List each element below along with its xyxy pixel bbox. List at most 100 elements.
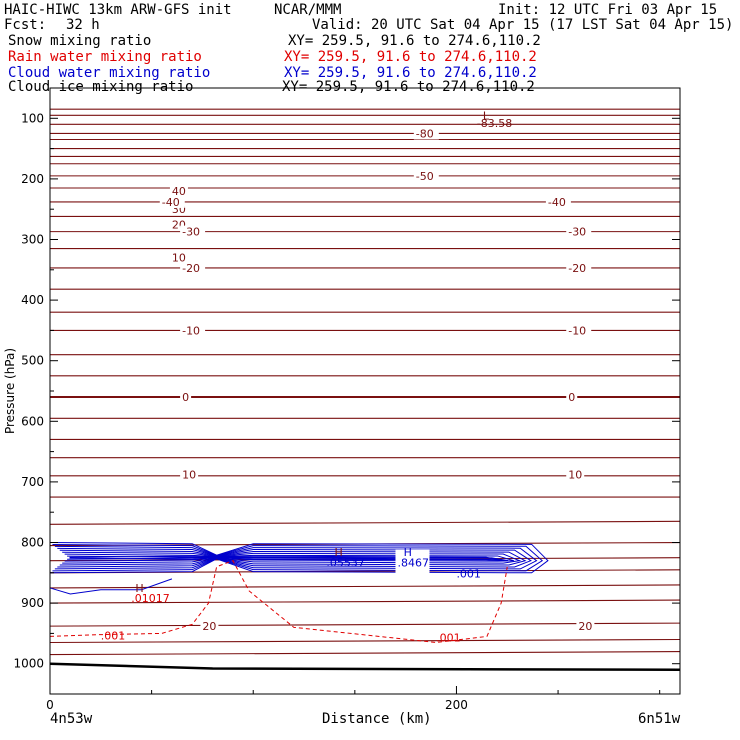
cloud-water-contour: [52, 543, 544, 572]
low-value: -83.58: [477, 117, 512, 130]
temperature-label: -10: [568, 324, 586, 337]
temperature-label-bg: [180, 468, 199, 481]
temperature-label: 0: [182, 391, 189, 404]
temperature-contour-line: [49, 622, 681, 627]
temperature-contour-line: [49, 584, 681, 589]
temperature-contour-line: [49, 599, 681, 604]
temperature-label: -40: [548, 196, 566, 209]
temperature-label-bg: [200, 620, 219, 633]
temperature-label: 10: [182, 469, 196, 482]
temperature-label: 20: [202, 620, 216, 633]
temperature-label: -10: [182, 324, 200, 337]
low-marker: L: [483, 110, 490, 123]
cloud-water-contour: [62, 551, 522, 564]
temperature-label-bg: [180, 391, 192, 404]
temperature-label: 20: [578, 620, 592, 633]
org-label: NCAR/MMM: [274, 2, 342, 18]
y-tick-label: 1000: [13, 657, 44, 671]
y-tick-label: 700: [21, 475, 44, 489]
cloud-water-contour: [59, 549, 527, 566]
y-tick-label: 600: [21, 414, 44, 428]
temperature-contour-line: [49, 651, 681, 656]
cloud-max-value: .8467: [398, 557, 430, 570]
field-cloudwater-name: Cloud water mixing ratio: [8, 65, 211, 81]
x-axis-label: Distance (km): [322, 711, 432, 727]
rain-water-contour: [49, 560, 508, 643]
temperature-label-bg: [566, 324, 592, 337]
x-tick-label: 0: [46, 698, 54, 712]
fcst-label: Fcst:: [4, 17, 47, 33]
field-rain-name: Rain water mixing ratio: [8, 49, 202, 65]
rain-max-marker: H: [135, 582, 143, 595]
rain-water-contours: [49, 560, 508, 643]
surface-line: [49, 662, 681, 672]
temperature-label-bg: [566, 225, 592, 238]
y-tick-label: 800: [21, 536, 44, 550]
temperature-label-bg: [169, 185, 188, 198]
temperature-label: 10: [568, 469, 582, 482]
cloud-water-contour: [54, 545, 538, 570]
temperature-label: 40: [172, 185, 186, 198]
temperature-label-bg: [566, 468, 585, 481]
right-endpoint: 6n51w: [638, 711, 681, 727]
rain-edge-label: .001: [101, 629, 126, 642]
field-rain-xy: XY= 259.5, 91.6 to 274.6,110.2: [284, 49, 537, 65]
temperature-label: 10: [172, 252, 186, 265]
temperature-label-bg: [180, 261, 206, 274]
fcst-value: 32 h: [66, 17, 100, 33]
field-ice-name: Cloud ice mixing ratio: [8, 79, 194, 95]
y-tick-label: 400: [21, 293, 44, 307]
temperature-label-bg: [545, 195, 571, 208]
cloud-water-contour: [57, 547, 532, 568]
temperature-contour-line: [49, 520, 681, 525]
cloud-water-contour: [49, 542, 549, 574]
temperature-label-bg: [566, 261, 592, 274]
y-tick-label: 900: [21, 596, 44, 610]
rain-edge-label: .001: [436, 631, 461, 644]
field-ice-xy: XY= 259.5, 91.6 to 274.6,110.2: [282, 79, 535, 95]
y-tick-label: 500: [21, 354, 44, 368]
temperature-contour-line: [49, 638, 681, 644]
y-axis-label: Pressure (hPa): [3, 348, 17, 434]
temperature-label-bg: [566, 391, 578, 404]
field-snow-xy: XY= 259.5, 91.6 to 274.6,110.2: [288, 33, 541, 49]
temperature-label: 0: [568, 391, 575, 404]
cloud-max-bg: [395, 549, 430, 578]
field-snow-name: Snow mixing ratio: [8, 33, 152, 49]
temperature-label-bg: [169, 251, 188, 264]
temperature-label: -40: [162, 196, 180, 209]
model-title: HAIC-HIWC 13km ARW-GFS init: [4, 2, 232, 18]
cloud-max-marker: H: [404, 546, 412, 559]
cloud-secondary-value: .05537: [326, 557, 365, 570]
left-endpoint: 4n53w: [50, 711, 93, 727]
temperature-label: -80: [416, 127, 434, 140]
cloud-water-contours: [49, 542, 549, 595]
temperature-label-bg: [180, 324, 206, 337]
temperature-label-bg: [413, 169, 439, 182]
y-tick-label: 100: [21, 111, 44, 125]
cloud-secondary-marker: H: [335, 546, 343, 559]
rain-max-value: .01017: [131, 592, 170, 605]
temperature-label: -50: [416, 170, 434, 183]
cloud-edge-label: .001: [456, 568, 481, 581]
temperature-label-bg: [159, 195, 185, 208]
field-cloudwater-xy: XY= 259.5, 91.6 to 274.6,110.2: [284, 65, 537, 81]
init-time: Init: 12 UTC Fri 03 Apr 15: [498, 2, 718, 18]
valid-time: Valid: 20 UTC Sat 04 Apr 15 (17 LST Sat …: [312, 17, 734, 33]
temperature-label-bg: [576, 620, 595, 633]
temperature-label: -30: [568, 226, 586, 239]
x-tick-label: 200: [445, 698, 468, 712]
y-tick-label: 300: [21, 233, 44, 247]
temperature-label-bg: [413, 127, 439, 140]
temperature-label: -20: [568, 262, 586, 275]
temperature-label: -30: [182, 226, 200, 239]
cloud-water-edge: [49, 578, 173, 595]
temperature-label-bg: [180, 225, 206, 238]
cloud-water-contour: [69, 555, 503, 562]
temperature-contours: [49, 108, 681, 656]
y-tick-label: 200: [21, 172, 44, 186]
temperature-label: -20: [182, 262, 200, 275]
